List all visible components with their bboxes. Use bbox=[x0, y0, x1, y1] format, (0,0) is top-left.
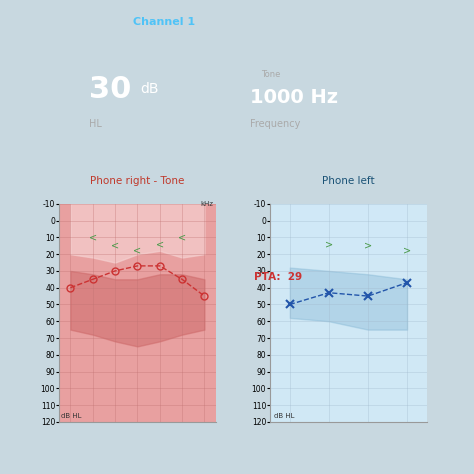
Text: HL: HL bbox=[89, 118, 101, 128]
Text: kHz: kHz bbox=[201, 201, 213, 207]
Text: <: < bbox=[89, 232, 97, 242]
Text: >: > bbox=[364, 241, 372, 251]
Text: 1000 Hz: 1000 Hz bbox=[250, 89, 338, 108]
Text: dB: dB bbox=[140, 82, 159, 96]
Text: PTA:  29: PTA: 29 bbox=[254, 272, 302, 283]
Text: Frequency: Frequency bbox=[250, 118, 301, 128]
Title: Phone left: Phone left bbox=[322, 176, 375, 186]
Title: Phone right - Tone: Phone right - Tone bbox=[90, 176, 184, 186]
Text: dB HL: dB HL bbox=[274, 412, 295, 419]
Text: >: > bbox=[403, 246, 411, 256]
Text: dB HL: dB HL bbox=[62, 412, 82, 419]
Text: <: < bbox=[111, 241, 119, 251]
Text: <: < bbox=[133, 246, 141, 256]
Text: <: < bbox=[155, 239, 164, 249]
Text: Tone: Tone bbox=[261, 70, 281, 79]
Text: 30: 30 bbox=[89, 75, 131, 104]
Text: <: < bbox=[178, 232, 186, 242]
Text: >: > bbox=[325, 239, 333, 249]
Text: Channel 1: Channel 1 bbox=[133, 17, 195, 27]
